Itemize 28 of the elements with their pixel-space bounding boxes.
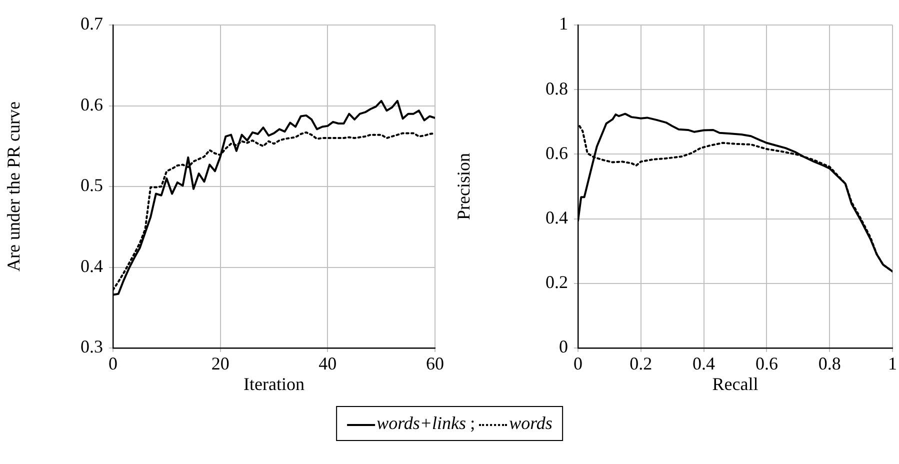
x-axis-title: Recall: [712, 374, 758, 394]
y-axis-title: Precision: [454, 153, 474, 220]
x-tick-label: 60: [426, 354, 444, 374]
legend-label: words+links: [376, 413, 466, 434]
x-tick-label: 40: [318, 354, 337, 374]
y-axis-title: Are under the PR curve: [4, 102, 24, 272]
y-tick-label: 0.7: [80, 14, 103, 34]
y-tick-label: 0.3: [80, 336, 103, 357]
x-tick-label: 0.2: [630, 354, 652, 374]
y-tick-label: 0.6: [80, 94, 103, 114]
y-tick-label: 0: [559, 336, 568, 357]
x-tick-label: 0.6: [755, 354, 778, 374]
x-tick-label: 1: [888, 354, 897, 374]
y-tick-label: 0.4: [80, 256, 103, 276]
y-tick-label: 0.6: [546, 142, 568, 163]
legend-label: words: [508, 413, 552, 434]
x-tick-label: 0.4: [692, 354, 716, 374]
y-tick-label: 0.8: [546, 78, 568, 98]
y-tick-label: 1: [559, 14, 568, 34]
y-tick-label: 0.5: [80, 175, 103, 196]
y-tick-label: 0.2: [546, 272, 568, 292]
x-tick-label: 0.8: [818, 354, 841, 374]
x-tick-label: 0: [574, 354, 582, 374]
text: ;: [470, 413, 476, 434]
x-tick-label: 0: [108, 354, 118, 374]
x-axis-title: Iteration: [244, 374, 304, 394]
x-tick-label: 20: [211, 354, 230, 374]
y-tick-label: 0.4: [546, 208, 568, 228]
